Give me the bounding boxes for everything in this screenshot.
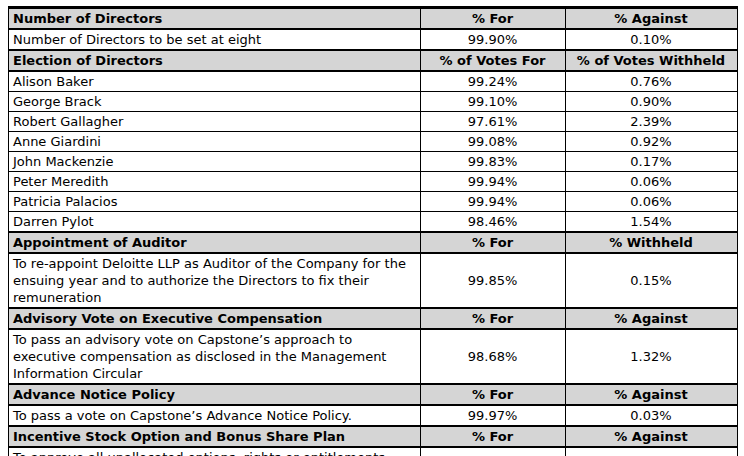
table-row: Darren Pylot 98.46% 1.54% [9,212,738,233]
item-description-cell: Anne Giardini [9,132,421,152]
section-header-row: Advisory Vote on Executive Compensation … [9,308,738,329]
table-body: Number of Directors % For % Against Numb… [9,8,738,456]
vote-percentage-cell: 99.97% [421,405,566,426]
vote-percentage-cell: 99.85% [421,253,566,308]
column-header-cell: % Withheld [566,232,738,253]
vote-percentage-cell: 99.10% [421,92,566,112]
vote-percentage-cell: 2.39% [566,112,738,132]
table-row: To re-appoint Deloitte LLP as Auditor of… [9,253,738,308]
vote-percentage-cell: 1.32% [566,329,738,384]
vote-percentage-cell: 0.06% [566,192,738,212]
vote-percentage-cell: 0.15% [566,253,738,308]
vote-percentage-cell: 97.61% [421,112,566,132]
table-row: Peter Meredith 99.94% 0.06% [9,172,738,192]
table-row: Patricia Palacios 99.94% 0.06% [9,192,738,212]
column-header-cell: % Against [566,384,738,405]
item-description-cell: Number of Directors to be set at eight [9,29,421,50]
section-header-row: Advance Notice Policy % For % Against [9,384,738,405]
item-description-cell: Robert Gallagher [9,112,421,132]
column-header-cell: % Against [566,308,738,329]
vote-percentage-cell: 0.76% [566,71,738,92]
document-page: Number of Directors % For % Against Numb… [0,0,744,456]
voting-results-table: Number of Directors % For % Against Numb… [8,6,738,456]
vote-percentage-cell: 99.08% [421,132,566,152]
column-header-cell: % For [421,384,566,405]
section-header-row: Appointment of Auditor % For % Withheld [9,232,738,253]
table-row: Alison Baker 99.24% 0.76% [9,71,738,92]
vote-percentage-cell: 99.24% [421,71,566,92]
section-title-cell: Incentive Stock Option and Bonus Share P… [9,426,421,447]
section-title-cell: Number of Directors [9,8,421,30]
item-description-cell: Patricia Palacios [9,192,421,212]
column-header-cell: % of Votes Withheld [566,50,738,71]
table-row: Number of Directors to be set at eight 9… [9,29,738,50]
column-header-cell: % For [421,232,566,253]
item-description-cell: To pass an advisory vote on Capstone’s a… [9,329,421,384]
section-title-cell: Advisory Vote on Executive Compensation [9,308,421,329]
table-row: To approve all unallocated options, righ… [9,447,738,456]
vote-percentage-cell: 99.90% [421,29,566,50]
vote-percentage-cell: 13.34% [566,447,738,456]
section-title-cell: Advance Notice Policy [9,384,421,405]
vote-percentage-cell: 98.68% [421,329,566,384]
vote-percentage-cell: 1.54% [566,212,738,233]
column-header-cell: % of Votes For [421,50,566,71]
item-description-cell: To re-appoint Deloitte LLP as Auditor of… [9,253,421,308]
item-description-cell: Alison Baker [9,71,421,92]
section-header-row: Election of Directors % of Votes For % o… [9,50,738,71]
table-row: To pass an advisory vote on Capstone’s a… [9,329,738,384]
item-description-cell: Darren Pylot [9,212,421,233]
vote-percentage-cell: 0.06% [566,172,738,192]
vote-percentage-cell: 86.66% [421,447,566,456]
item-description-cell: John Mackenzie [9,152,421,172]
column-header-cell: % For [421,426,566,447]
section-header-row: Incentive Stock Option and Bonus Share P… [9,426,738,447]
vote-percentage-cell: 99.83% [421,152,566,172]
column-header-cell: % Against [566,8,738,30]
column-header-cell: % For [421,308,566,329]
vote-percentage-cell: 0.10% [566,29,738,50]
section-header-row: Number of Directors % For % Against [9,8,738,30]
column-header-cell: % Against [566,426,738,447]
table-row: To pass a vote on Capstone’s Advance Not… [9,405,738,426]
column-header-cell: % For [421,8,566,30]
vote-percentage-cell: 0.90% [566,92,738,112]
table-row: Robert Gallagher 97.61% 2.39% [9,112,738,132]
item-description-cell: Peter Meredith [9,172,421,192]
vote-percentage-cell: 0.03% [566,405,738,426]
vote-percentage-cell: 0.92% [566,132,738,152]
section-title-cell: Appointment of Auditor [9,232,421,253]
section-title-cell: Election of Directors [9,50,421,71]
vote-percentage-cell: 0.17% [566,152,738,172]
vote-percentage-cell: 99.94% [421,192,566,212]
vote-percentage-cell: 98.46% [421,212,566,233]
table-row: George Brack 99.10% 0.90% [9,92,738,112]
table-row: Anne Giardini 99.08% 0.92% [9,132,738,152]
table-row: John Mackenzie 99.83% 0.17% [9,152,738,172]
item-description-cell: To pass a vote on Capstone’s Advance Not… [9,405,421,426]
item-description-cell: To approve all unallocated options, righ… [9,447,421,456]
vote-percentage-cell: 99.94% [421,172,566,192]
item-description-cell: George Brack [9,92,421,112]
